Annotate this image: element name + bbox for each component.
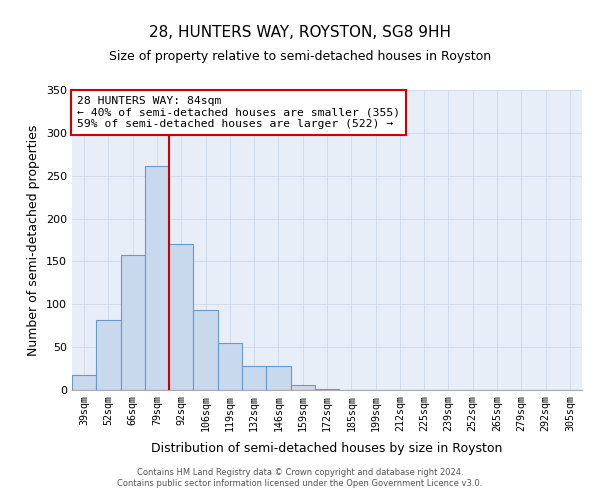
Text: 28, HUNTERS WAY, ROYSTON, SG8 9HH: 28, HUNTERS WAY, ROYSTON, SG8 9HH [149, 25, 451, 40]
Bar [315, 389, 339, 390]
Bar [169, 244, 193, 390]
Text: 28 HUNTERS WAY: 84sqm
← 40% of semi-detached houses are smaller (355)
59% of sem: 28 HUNTERS WAY: 84sqm ← 40% of semi-deta… [77, 96, 400, 129]
Bar [290, 385, 315, 390]
Bar [121, 254, 145, 390]
Bar [218, 343, 242, 390]
Bar [193, 310, 218, 390]
Bar [266, 366, 290, 390]
X-axis label: Distribution of semi-detached houses by size in Royston: Distribution of semi-detached houses by … [151, 442, 503, 455]
Bar [96, 320, 121, 390]
Bar [72, 374, 96, 390]
Bar [242, 366, 266, 390]
Text: Contains HM Land Registry data © Crown copyright and database right 2024.
Contai: Contains HM Land Registry data © Crown c… [118, 468, 482, 487]
Text: Size of property relative to semi-detached houses in Royston: Size of property relative to semi-detach… [109, 50, 491, 63]
Y-axis label: Number of semi-detached properties: Number of semi-detached properties [28, 124, 40, 356]
Bar [145, 166, 169, 390]
